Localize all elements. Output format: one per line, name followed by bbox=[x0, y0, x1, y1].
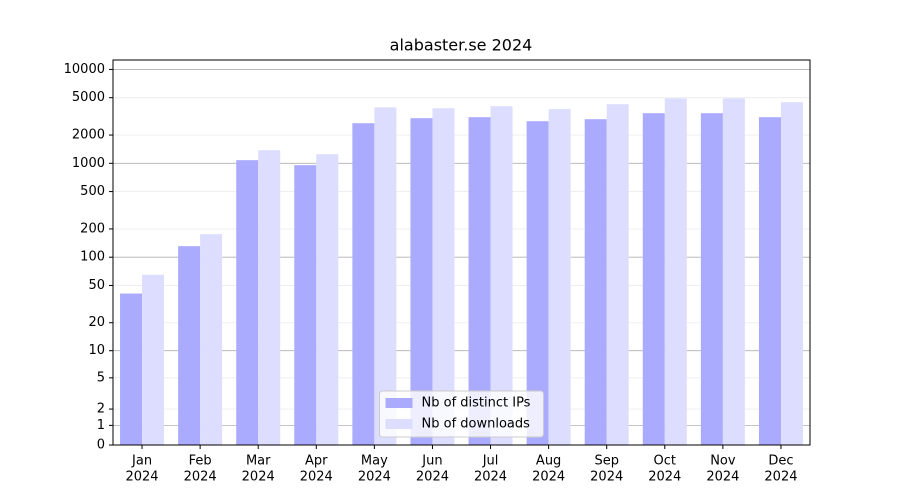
y-tick-label: 2 bbox=[97, 402, 105, 417]
x-tick-label: 2024 bbox=[532, 470, 565, 485]
bar bbox=[700, 113, 723, 445]
x-tick-label: Mar bbox=[246, 454, 271, 469]
bar bbox=[584, 119, 607, 446]
y-tick-label: 10000 bbox=[64, 62, 105, 77]
x-tick-label: Nov bbox=[710, 454, 736, 469]
x-tick-label: 2024 bbox=[416, 470, 449, 485]
legend-label: Nb of downloads bbox=[422, 417, 531, 432]
y-tick-label: 1000 bbox=[72, 156, 105, 171]
legend-box bbox=[379, 390, 544, 438]
x-tick-label: Oct bbox=[654, 454, 676, 469]
y-tick-label: 1 bbox=[97, 418, 105, 433]
x-tick-label: Jan bbox=[131, 454, 152, 469]
x-tick-label: 2024 bbox=[358, 470, 391, 485]
bar bbox=[352, 123, 375, 445]
bar bbox=[200, 234, 223, 445]
x-tick-label: Jul bbox=[482, 454, 499, 469]
legend-swatch bbox=[385, 419, 413, 429]
bar bbox=[258, 150, 281, 445]
x-tick-label: 2024 bbox=[474, 470, 507, 485]
bar bbox=[490, 106, 513, 446]
x-tick-label: Sep bbox=[594, 454, 619, 469]
y-tick-label: 2000 bbox=[72, 128, 105, 143]
y-tick-label: 50 bbox=[88, 278, 105, 293]
y-tick-label: 10 bbox=[88, 343, 105, 358]
bar bbox=[120, 293, 143, 445]
y-tick-label: 20 bbox=[88, 315, 105, 330]
y-tick-label: 0 bbox=[97, 438, 105, 453]
bar bbox=[236, 160, 259, 445]
y-tick-label: 200 bbox=[80, 221, 105, 236]
x-tick-label: 2024 bbox=[184, 470, 217, 485]
x-tick-label: Jun bbox=[421, 454, 442, 469]
chart-title: alabaster.se 2024 bbox=[390, 36, 533, 55]
bar bbox=[294, 165, 317, 445]
bar bbox=[526, 121, 549, 446]
bar bbox=[548, 109, 571, 445]
plot-frame bbox=[112, 59, 811, 446]
bar bbox=[178, 246, 201, 445]
x-tick-label: 2024 bbox=[648, 470, 681, 485]
bar bbox=[642, 113, 665, 445]
y-tick-label: 500 bbox=[80, 184, 105, 199]
x-tick-label: Dec bbox=[768, 454, 793, 469]
x-tick-label: 2024 bbox=[764, 470, 797, 485]
bar bbox=[410, 118, 433, 446]
bar bbox=[374, 107, 397, 446]
x-tick-label: Apr bbox=[305, 454, 328, 469]
x-tick-label: 2024 bbox=[706, 470, 739, 485]
bar bbox=[758, 117, 781, 445]
bar bbox=[142, 274, 165, 445]
y-tick-label: 5000 bbox=[72, 90, 105, 105]
bar bbox=[722, 98, 745, 445]
y-tick-label: 5 bbox=[97, 370, 105, 385]
bar bbox=[468, 117, 491, 445]
bar bbox=[664, 98, 687, 445]
x-tick-label: Aug bbox=[536, 454, 561, 469]
x-tick-label: 2024 bbox=[242, 470, 275, 485]
legend-swatch bbox=[385, 398, 413, 408]
bar bbox=[780, 102, 803, 446]
bar bbox=[432, 108, 455, 445]
x-tick-label: 2024 bbox=[300, 470, 333, 485]
legend-label: Nb of distinct IPs bbox=[422, 396, 531, 411]
x-tick-label: 2024 bbox=[590, 470, 623, 485]
x-tick-label: 2024 bbox=[125, 470, 158, 485]
bar bbox=[606, 104, 629, 445]
x-tick-label: May bbox=[361, 454, 388, 469]
bar bbox=[316, 154, 339, 445]
y-tick-label: 100 bbox=[80, 250, 105, 265]
grid bbox=[113, 69, 810, 446]
x-tick-label: Feb bbox=[189, 454, 212, 469]
